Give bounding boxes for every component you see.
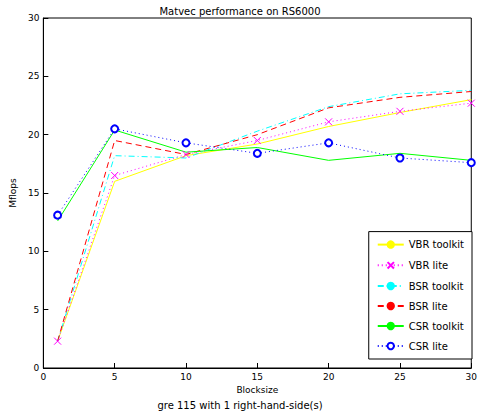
svg-text:BSR toolkit: BSR toolkit [409,281,464,292]
svg-text:20: 20 [28,130,40,140]
svg-text:CSR toolkit: CSR toolkit [409,321,464,332]
svg-text:10: 10 [28,246,40,256]
svg-text:VBR toolkit: VBR toolkit [409,239,464,250]
svg-text:25: 25 [394,372,405,382]
svg-text:30: 30 [28,13,40,23]
svg-text:0: 0 [34,363,40,373]
svg-text:Blocksize: Blocksize [236,385,278,395]
svg-text:5: 5 [112,372,118,382]
svg-text:Matvec performance on RS6000: Matvec performance on RS6000 [159,6,320,17]
svg-text:10: 10 [180,372,192,382]
svg-text:20: 20 [323,372,335,382]
svg-text:gre 115 with 1 right-hand-side: gre 115 with 1 right-hand-side(s) [157,400,322,411]
svg-text:30: 30 [466,372,478,382]
svg-text:15: 15 [252,372,263,382]
svg-text:5: 5 [34,305,40,315]
svg-text:VBR lite: VBR lite [409,260,448,271]
svg-text:0: 0 [40,372,46,382]
svg-text:BSR lite: BSR lite [409,301,448,312]
svg-text:25: 25 [28,71,39,81]
svg-text:CSR lite: CSR lite [409,341,448,352]
svg-text:15: 15 [28,188,39,198]
svg-text:Mflops: Mflops [8,178,18,208]
